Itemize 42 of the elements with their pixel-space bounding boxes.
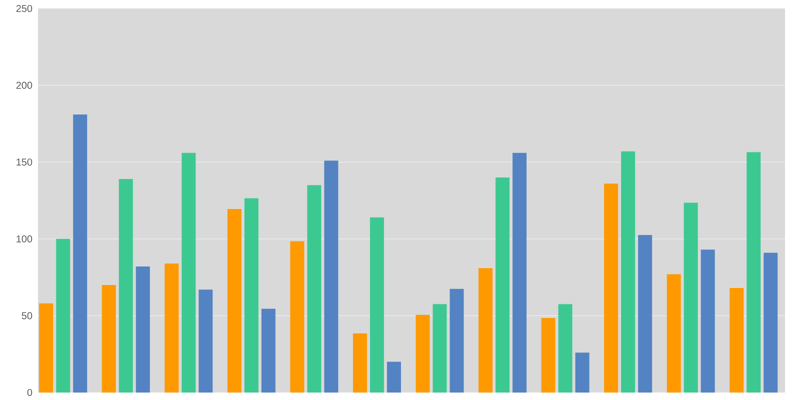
bar: [198, 290, 213, 392]
y-tick-label: 150: [16, 158, 32, 166]
bar: [244, 198, 258, 392]
bar: [496, 177, 510, 392]
bar: [118, 178, 133, 392]
bar: [386, 362, 401, 392]
bar: [227, 208, 242, 392]
bar: [604, 184, 618, 392]
bar: [666, 274, 681, 392]
bar: [307, 185, 322, 392]
bar: [478, 268, 493, 392]
bar: [352, 333, 367, 392]
bar: [621, 151, 636, 392]
bar: [261, 308, 276, 392]
bar: [370, 217, 384, 392]
bar: [416, 314, 430, 392]
bar: [432, 304, 447, 392]
bar: [746, 152, 761, 392]
bar: [541, 318, 556, 392]
bar: [290, 241, 304, 392]
bar: [450, 288, 464, 392]
bar: [558, 304, 572, 392]
bar: [575, 352, 590, 392]
y-tick-label: 100: [16, 235, 32, 242]
bar: [136, 266, 150, 392]
bar: [684, 202, 698, 392]
bar: [730, 288, 744, 392]
bar: [73, 114, 88, 392]
bar: [182, 152, 196, 392]
bar: [512, 152, 527, 392]
bar: [700, 250, 715, 392]
y-tick-label: 50: [22, 312, 32, 320]
bar: [764, 252, 778, 392]
y-tick-label: 0: [27, 388, 32, 396]
y-tick-label: 250: [16, 4, 32, 12]
y-tick-label: 200: [16, 82, 32, 89]
bar: [102, 284, 116, 392]
bar: [39, 303, 54, 392]
bar: [164, 263, 179, 392]
bar: [324, 160, 338, 392]
bar: [638, 235, 652, 392]
bar: [56, 238, 70, 392]
